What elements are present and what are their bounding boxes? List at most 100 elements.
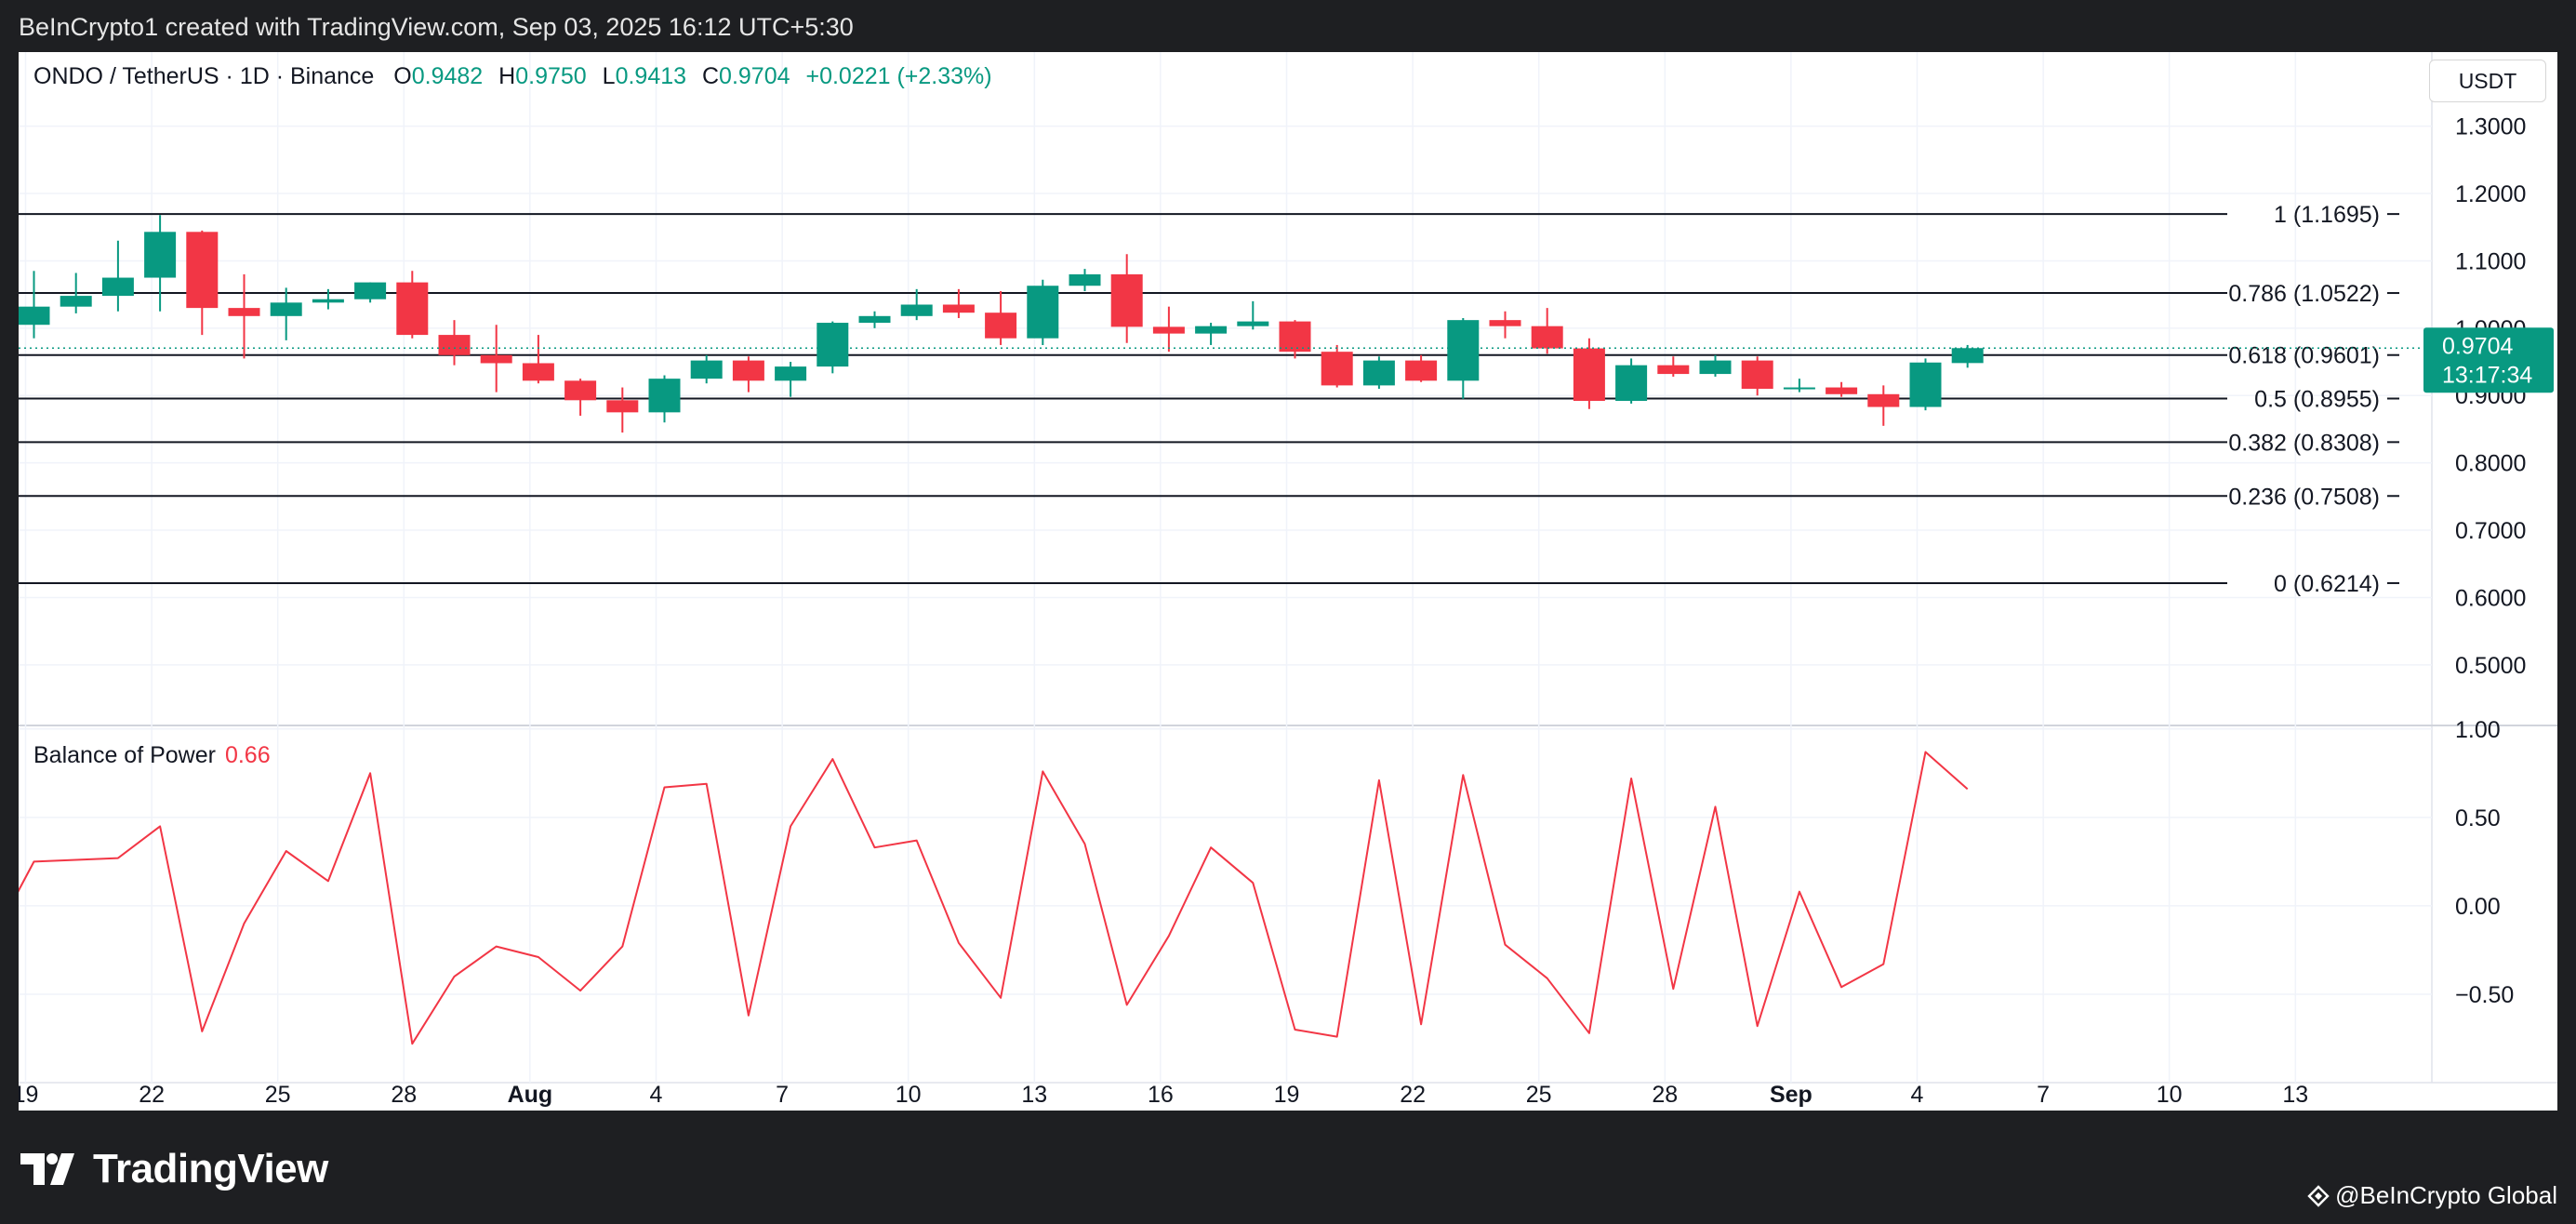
low-value: 0.9413 — [615, 63, 687, 89]
candle-body — [732, 360, 764, 381]
candle-body — [60, 296, 92, 307]
credit-text: @BeInCrypto Global — [2335, 1181, 2557, 1209]
candle-body — [1152, 326, 1185, 334]
candle-body — [648, 379, 681, 413]
close-label: C — [701, 63, 720, 89]
candle-body — [1110, 273, 1143, 327]
indicator-axis-label: 0.00 — [2455, 894, 2501, 920]
candle-body — [228, 308, 260, 316]
tradingview-logo[interactable]: TradingView — [20, 1146, 328, 1192]
time-axis-label: 19 — [1274, 1082, 1300, 1108]
indicator-axis-label: 0.50 — [2455, 805, 2501, 832]
time-axis-label: Sep — [1770, 1082, 1812, 1108]
candle-body — [1741, 360, 1773, 389]
candlestick-series — [19, 215, 2432, 433]
footer-bar — [0, 1111, 2576, 1224]
open-label: O — [393, 63, 412, 89]
candle-body — [1405, 360, 1438, 381]
candle-body — [1489, 320, 1521, 326]
indicator-axis-label: 1.00 — [2455, 717, 2501, 743]
fibonacci-retracement[interactable]: 1 (1.1695) 0.786 (1.0522) 0.618 (0.9601) 0.… — [19, 202, 2399, 597]
candle-body — [1699, 360, 1732, 375]
fib-level-label: 0.236 (0.7508) — [2228, 484, 2380, 510]
time-axis-label: 25 — [265, 1082, 291, 1108]
candle-body — [1951, 348, 1984, 364]
grid-layer — [19, 52, 2557, 1084]
open-value: 0.9482 — [411, 63, 484, 89]
time-axis-label: 16 — [1148, 1082, 1174, 1108]
candle-body — [1867, 393, 1900, 407]
time-axis-label: Aug — [508, 1082, 553, 1108]
candle-body — [985, 313, 1017, 339]
tradingview-logo-icon — [20, 1153, 74, 1185]
candle-body — [1615, 365, 1648, 402]
candle-body — [396, 282, 429, 336]
time-axis-label: 10 — [896, 1082, 922, 1108]
high-label: H — [498, 63, 516, 89]
time-axis-label: 28 — [1652, 1082, 1678, 1108]
candle-body — [775, 366, 807, 381]
candle-body — [186, 232, 219, 309]
candle-body — [1195, 326, 1228, 334]
symbol-name: ONDO / TetherUS · 1D · Binance — [33, 63, 375, 89]
candle-body — [858, 315, 891, 324]
candle-body — [480, 354, 512, 364]
fib-level-label: 1 (1.1695) — [2274, 202, 2380, 228]
created-with-caption: BeInCrypto1 created with TradingView.com… — [19, 13, 854, 41]
last-price-tag — [2423, 327, 2554, 393]
time-axis-label: 7 — [776, 1082, 789, 1108]
candle-body — [1069, 273, 1101, 286]
indicator-name: Balance of Power — [33, 742, 216, 768]
candle-body — [817, 323, 849, 367]
indicator-axis-label: −0.50 — [2455, 982, 2514, 1008]
beincrypto-credit: @BeInCrypto Global — [2307, 1181, 2557, 1210]
currency-button[interactable]: USDT — [2429, 60, 2546, 102]
time-axis-label: 22 — [139, 1082, 165, 1108]
fib-level-label: 0.382 (0.8308) — [2228, 430, 2380, 456]
symbol-legend[interactable]: ONDO / TetherUS · 1D · Binance O0.9482 H… — [33, 63, 992, 90]
indicator-legend[interactable]: Balance of Power 0.66 — [33, 742, 271, 769]
price-axis-label: 1.1000 — [2455, 248, 2526, 274]
indicator-value: 0.66 — [224, 742, 271, 768]
fib-level-label: 0 (0.6214) — [2274, 571, 2380, 597]
candle-body — [690, 360, 723, 379]
high-value: 0.9750 — [515, 63, 587, 89]
tradingview-wordmark: TradingView — [93, 1146, 328, 1191]
change-value: +0.0221 (+2.33%) — [805, 63, 992, 89]
price-axis-label: 0.5000 — [2455, 653, 2526, 679]
chart-canvas[interactable]: 1 (1.1695) 0.786 (1.0522) 0.618 (0.9601) 0.… — [19, 52, 2557, 1111]
fib-level-label: 0.786 (1.0522) — [2228, 281, 2380, 307]
time-axis-label: 13 — [1021, 1082, 1047, 1108]
time-axis-label: 19 — [19, 1082, 38, 1108]
candle-body — [522, 363, 554, 381]
chart-frame[interactable]: 1 (1.1695) 0.786 (1.0522) 0.618 (0.9601) 0.… — [19, 52, 2557, 1111]
balance-of-power-series — [19, 751, 1969, 1045]
candle-body — [354, 282, 387, 299]
candle-body — [1531, 326, 1563, 349]
time-axis-label: 4 — [1911, 1082, 1924, 1108]
time-axis-label: 4 — [650, 1082, 663, 1108]
time-axis-label: 10 — [2157, 1082, 2183, 1108]
top-caption-bar: BeInCrypto1 created with TradingView.com… — [0, 0, 2576, 52]
candle-body — [1783, 387, 1815, 390]
candle-body — [1909, 362, 1942, 407]
countdown-timer: 13:17:34 — [2442, 362, 2532, 388]
time-axis-label: 25 — [1526, 1082, 1552, 1108]
candle-body — [564, 380, 597, 401]
close-value: 0.9704 — [719, 63, 790, 89]
last-price-value: 0.9704 — [2442, 333, 2514, 359]
candle-body — [1573, 348, 1605, 402]
candle-body — [900, 304, 933, 316]
low-label: L — [602, 63, 616, 89]
time-axis-label: 7 — [2037, 1082, 2050, 1108]
fib-level-label: 0.618 (0.9601) — [2228, 343, 2380, 369]
candle-body — [942, 304, 975, 313]
candle-body — [438, 335, 471, 355]
candle-body — [1321, 352, 1353, 386]
balance-of-power-line — [19, 751, 1969, 1045]
candle-body — [1237, 321, 1269, 326]
candle-body — [19, 306, 50, 326]
candle-body — [270, 302, 302, 316]
price-axis-label: 0.8000 — [2455, 451, 2526, 477]
candle-body — [144, 232, 177, 278]
